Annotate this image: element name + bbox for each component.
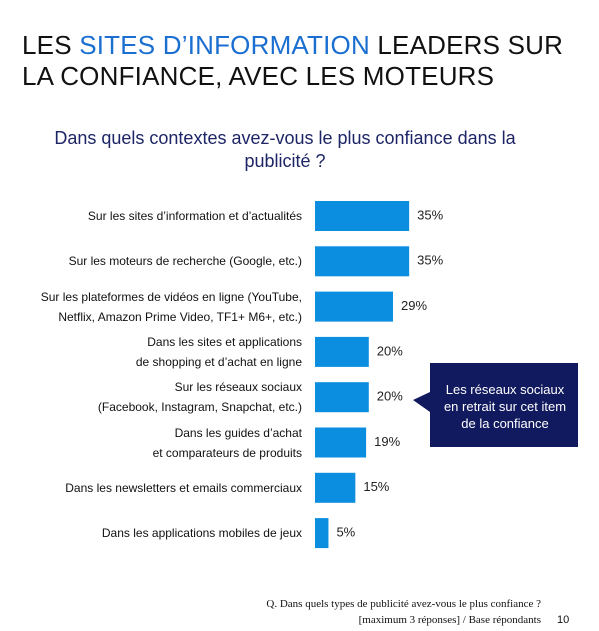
- value-label: 35%: [417, 253, 443, 268]
- value-label: 19%: [374, 434, 400, 449]
- category-label: Dans les sites et applications de shoppi…: [135, 334, 302, 369]
- category-label: Sur les moteurs de recherche (Google, et…: [68, 254, 302, 269]
- bar: [315, 382, 369, 413]
- callout-box: [413, 363, 578, 447]
- title-highlight: SITES D’INFORMATION: [79, 30, 370, 60]
- value-label: 5%: [336, 525, 355, 540]
- category-label: Sur les sites d’information et d’actuali…: [87, 209, 302, 223]
- category-label: Dans les guides d’achat et comparateurs …: [152, 425, 302, 460]
- bar: [315, 427, 367, 458]
- category-label: Dans les applications mobiles de jeux: [101, 526, 302, 541]
- value-label: 29%: [401, 298, 427, 313]
- chart-title: Dans quels contextes avez-vous le plus c…: [54, 128, 516, 171]
- footnote: Q. Dans quels types de publicité avez-vo…: [266, 598, 541, 610]
- bar: [315, 246, 410, 277]
- value-label: 15%: [363, 479, 389, 494]
- title-text: LES: [22, 30, 72, 60]
- value-label: 20%: [377, 389, 403, 404]
- bar: [315, 336, 369, 367]
- page-number: 10: [557, 614, 570, 626]
- category-label: Dans les newsletters et emails commercia…: [65, 480, 302, 495]
- category-label: Sur les réseaux sociaux (Facebook, Insta…: [97, 380, 302, 415]
- bar: [315, 472, 356, 503]
- value-label: 20%: [377, 343, 403, 358]
- callout-text: Les réseaux sociaux en retrait sur cet i…: [443, 381, 567, 431]
- slide-title: LES SITES D’INFORMATION LEADERS SUR LA C…: [22, 30, 563, 92]
- value-label: 35%: [417, 207, 443, 222]
- bar: [315, 518, 329, 549]
- title-text: LEADERS SUR: [377, 30, 564, 60]
- title-text: LA CONFIANCE, AVEC LES MOTEURS: [22, 61, 495, 91]
- bar: [315, 291, 394, 322]
- footnote: [maximum 3 réponses] / Base répondants: [358, 614, 541, 626]
- category-label: Sur les plateformes de vidéos en ligne (…: [40, 289, 302, 324]
- bar: [315, 201, 410, 231]
